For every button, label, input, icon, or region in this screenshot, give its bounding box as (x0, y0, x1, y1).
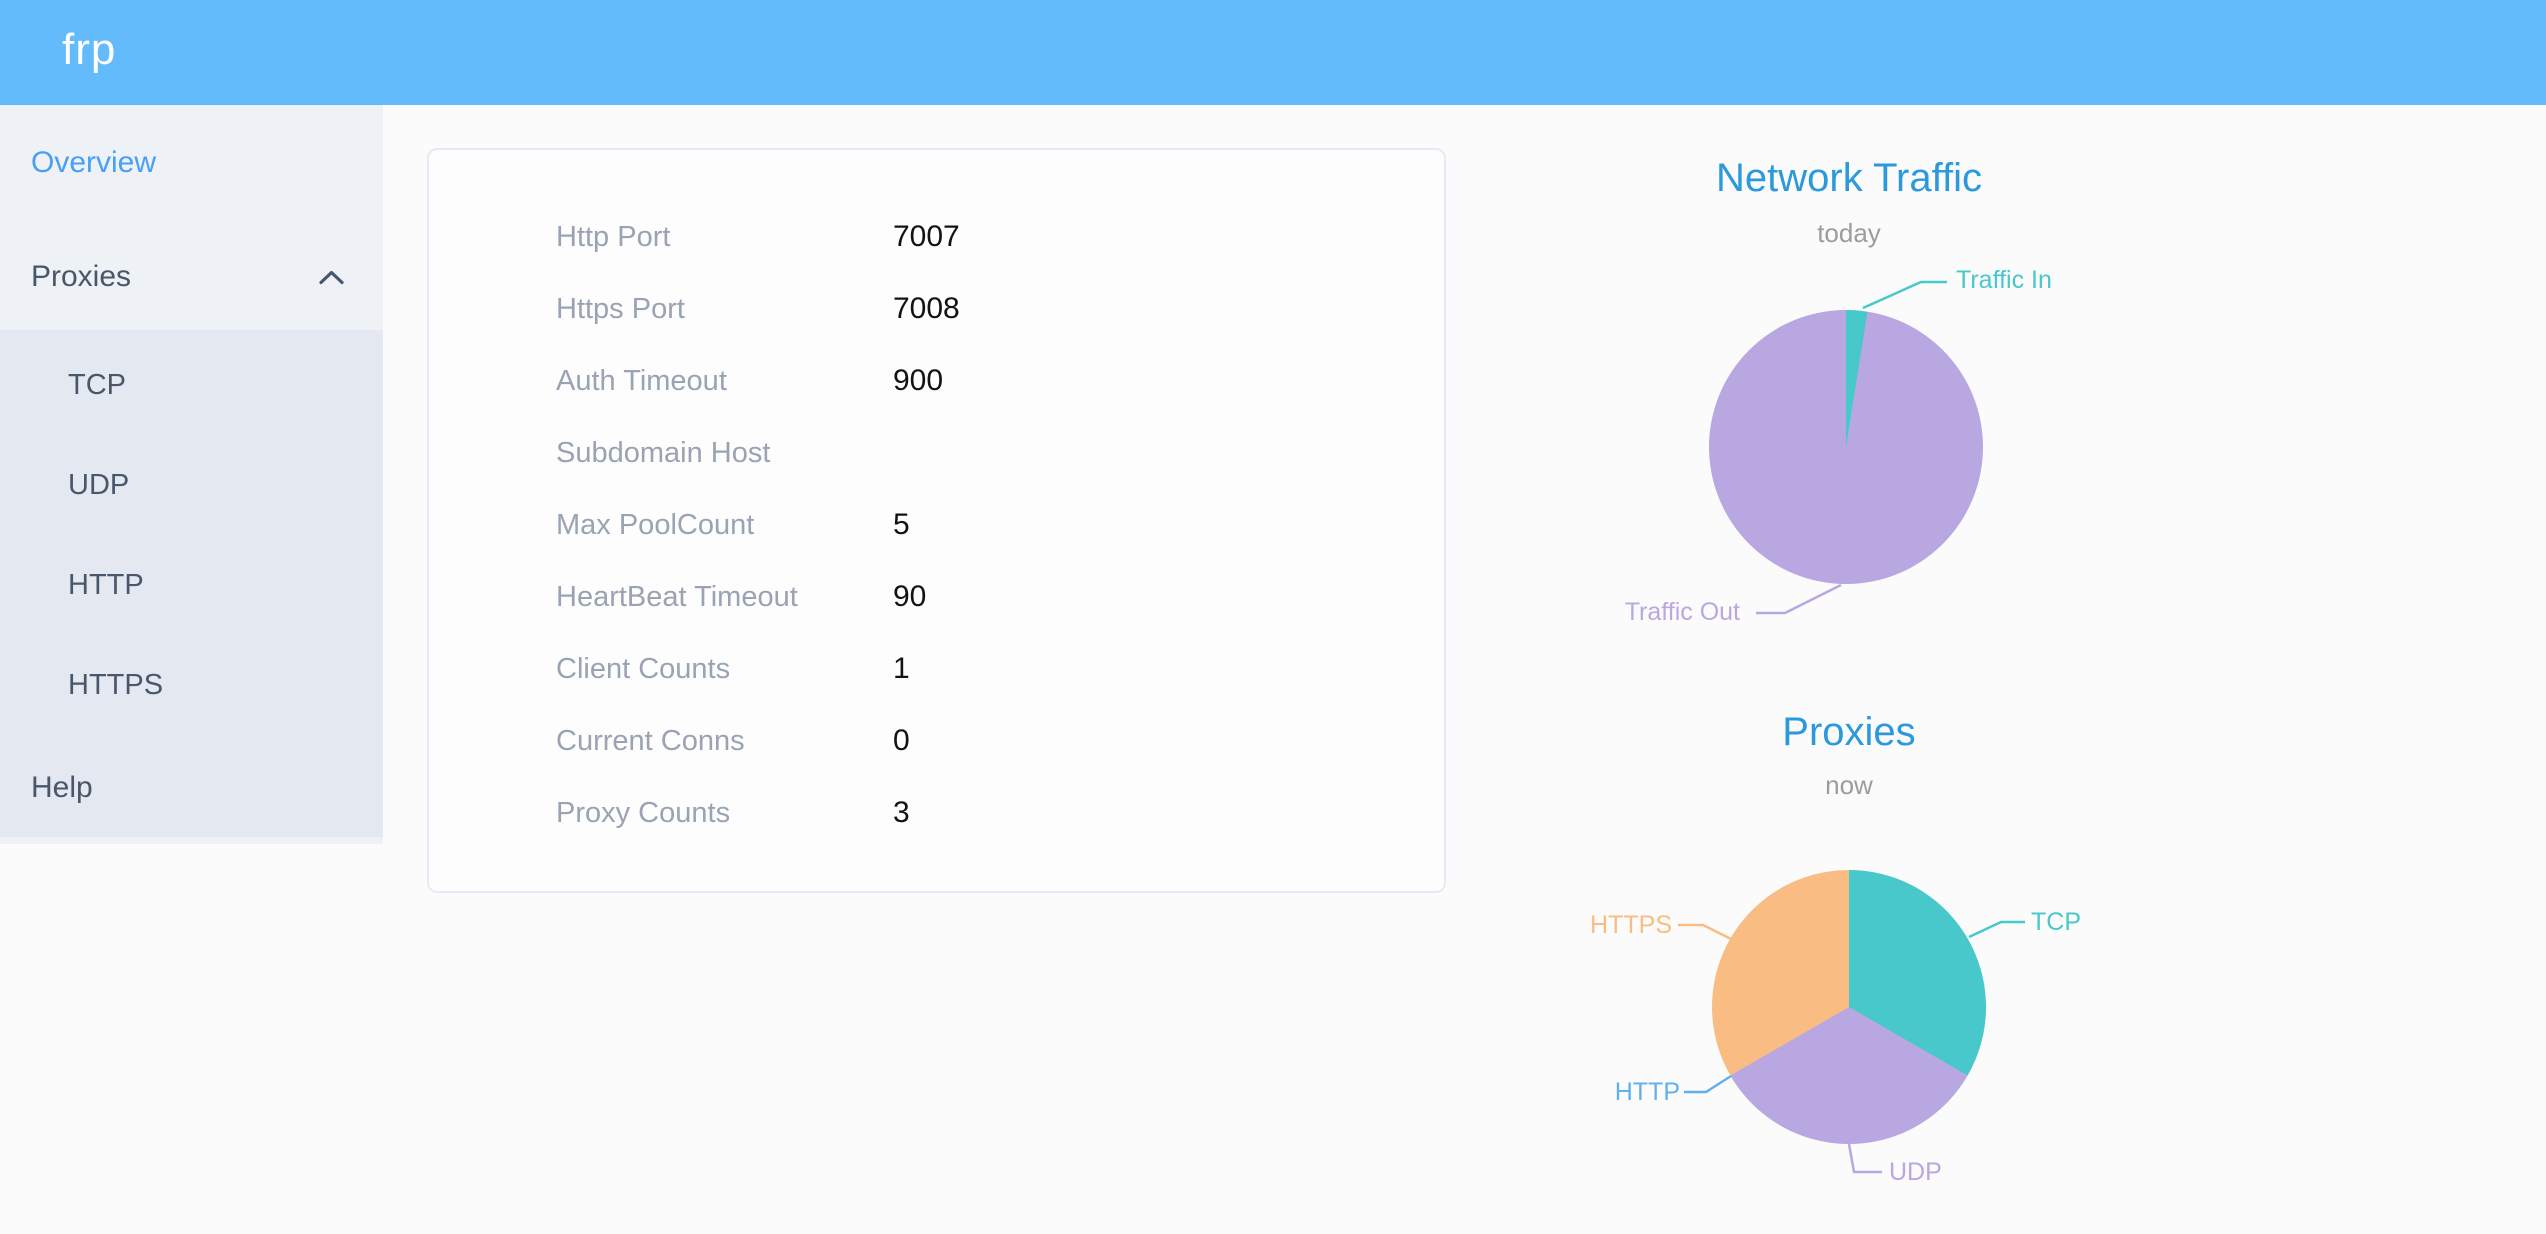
server-info-card: Http Port 7007 Https Port 7008 Auth Time… (427, 148, 1446, 893)
tcp-leader-line (1968, 920, 2025, 939)
info-value: 7007 (893, 220, 960, 253)
http-leader-line (1684, 1074, 1732, 1094)
info-value: 5 (893, 508, 910, 541)
https-leader-line (1678, 923, 1732, 941)
network-traffic-chart-title: Network Traffic (1716, 156, 1982, 200)
info-row-proxy-counts: Proxy Counts 3 (429, 777, 1444, 849)
info-value: 900 (893, 364, 944, 397)
info-value: 3 (893, 796, 910, 829)
sidebar-item-proxies-label: Proxies (31, 260, 132, 293)
info-value (893, 417, 1293, 489)
label-http: HTTP (1614, 1078, 1680, 1106)
info-row-max-poolcount: Max PoolCount 5 (429, 489, 1444, 561)
info-label: Subdomain Host (556, 437, 771, 469)
label-https: HTTPS (1590, 911, 1672, 939)
frp-logo: frp (62, 25, 117, 74)
info-row-subdomain-host: Subdomain Host (429, 417, 1444, 489)
info-value: 90 (893, 580, 927, 613)
udp-leader-line (1847, 1143, 1882, 1174)
info-label: Https Port (556, 293, 685, 325)
traffic-out-leader-line (1756, 583, 1842, 615)
proxies-chart-subtitle: now (1825, 770, 1873, 800)
sidebar-item-help[interactable]: Help (31, 771, 93, 804)
network-traffic-pie[interactable] (1709, 310, 1983, 584)
label-traffic-out: Traffic Out (1624, 598, 1740, 626)
info-label: Current Conns (556, 725, 745, 757)
label-traffic-in: Traffic In (1956, 266, 2052, 294)
traffic-in-leader-line (1862, 280, 1947, 310)
info-value: 1 (893, 652, 910, 685)
info-value: 0 (893, 724, 910, 757)
info-label: Http Port (556, 221, 671, 253)
proxies-chart-title: Proxies (1782, 710, 1916, 754)
info-row-client-counts: Client Counts 1 (429, 633, 1444, 705)
sidebar-item-overview[interactable]: Overview (31, 146, 157, 179)
sidebar-item-proxies[interactable]: Proxies (0, 231, 383, 323)
sidebar-item-udp[interactable]: UDP (68, 469, 130, 501)
info-label: Max PoolCount (556, 509, 755, 541)
info-label: Auth Timeout (556, 365, 727, 397)
info-row-https-port: Https Port 7008 (429, 273, 1444, 345)
info-value: 7008 (893, 292, 960, 325)
sidebar-item-http[interactable]: HTTP (68, 569, 144, 601)
info-row-current-conns: Current Conns 0 (429, 705, 1444, 777)
proxies-pie[interactable] (1712, 870, 1986, 1144)
info-label: Client Counts (556, 653, 731, 685)
label-udp: UDP (1889, 1158, 1942, 1186)
info-row-auth-timeout: Auth Timeout 900 (429, 345, 1444, 417)
sidebar: Overview Proxies TCP UDP HTTP HTTPS Help (0, 105, 383, 844)
info-row-http-port: Http Port 7007 (429, 201, 1444, 273)
header-bar: frp (0, 0, 2546, 105)
network-traffic-chart-subtitle: today (1817, 218, 1881, 248)
info-row-heartbeat-timeout: HeartBeat Timeout 90 (429, 561, 1444, 633)
info-label: HeartBeat Timeout (556, 581, 798, 613)
sidebar-item-tcp[interactable]: TCP (68, 369, 126, 401)
proxies-submenu: TCP UDP HTTP HTTPS (0, 330, 383, 837)
info-label: Proxy Counts (556, 797, 731, 829)
label-tcp: TCP (2031, 908, 2081, 936)
chevron-up-icon (318, 260, 345, 294)
sidebar-item-https[interactable]: HTTPS (68, 669, 164, 701)
